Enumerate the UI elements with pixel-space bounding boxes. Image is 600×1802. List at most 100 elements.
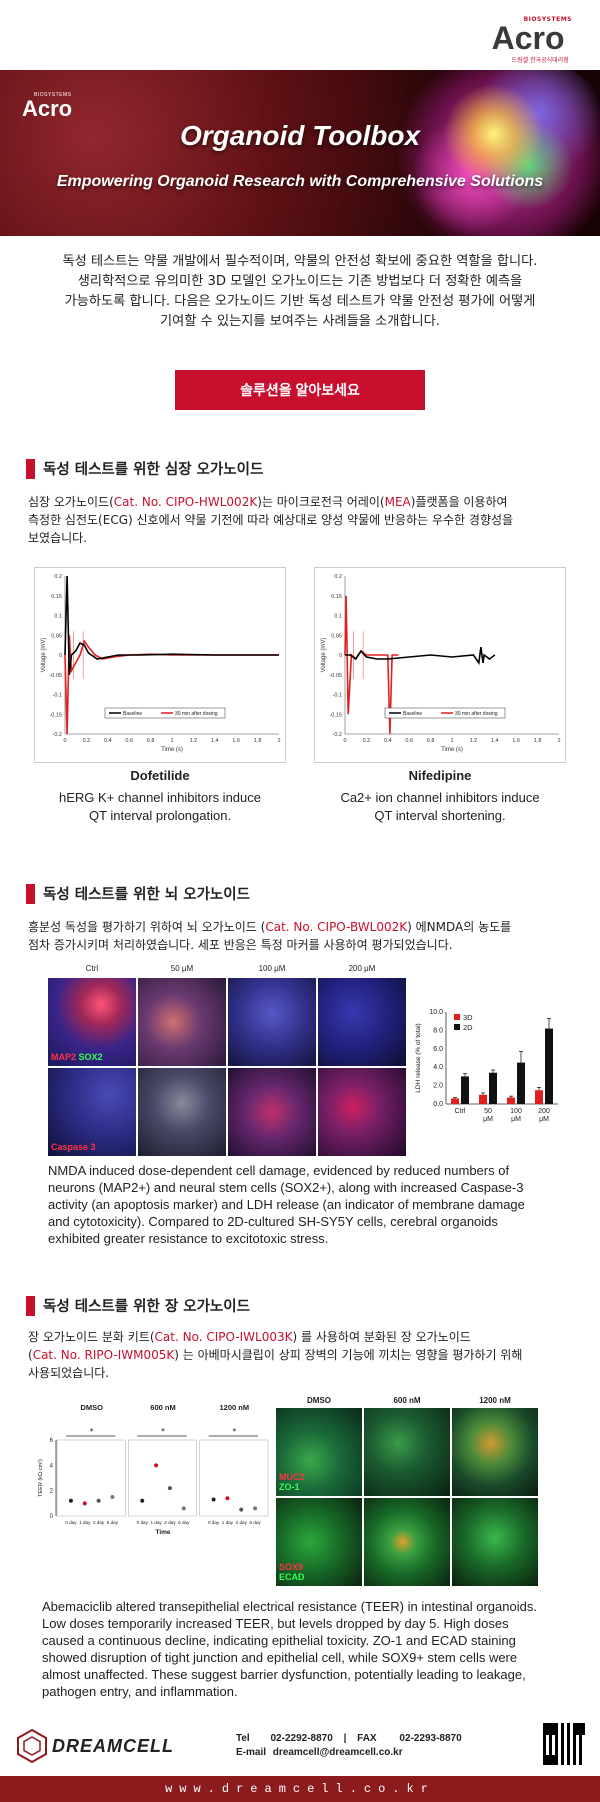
x-tick-label: 200 — [538, 1108, 550, 1115]
text: 보였습니다. — [28, 531, 88, 545]
group-panel — [199, 1439, 269, 1517]
legend-label: 30 min after dosing — [175, 711, 218, 717]
column-label: DMSO — [307, 1396, 331, 1405]
catalog-number[interactable]: Cat. No. RIPO-IWM005K — [32, 1348, 175, 1362]
fax-number: 02-2293-8870 — [399, 1733, 462, 1744]
x-tick-label: 0 — [343, 738, 346, 744]
tel-label: Tel — [236, 1733, 250, 1744]
catalog-number[interactable]: Cat. No. CIPO-IWL003K — [154, 1330, 293, 1344]
group-panel — [56, 1439, 126, 1517]
group-label: 600 nM — [150, 1403, 175, 1412]
heading-marker — [26, 883, 35, 904]
micrograph-ctrl-map2: MAP2 SOX2 — [48, 978, 136, 1066]
x-tick-label: 1 day — [222, 1520, 234, 1525]
result-line: and cytotoxicity). Compared to 2D-cultur… — [48, 1214, 498, 1229]
x-tick-label: 1.2 — [190, 738, 198, 744]
ecg-chart-nifedipine: 0.2 0.15 0.1 0.05 0 -0.05 -0.1 -0.15 -0.2 0 0.2 0.4… — [314, 567, 566, 763]
legend-swatch — [454, 1014, 460, 1020]
bar — [507, 1097, 515, 1104]
y-tick-label: 0 — [339, 653, 342, 659]
data-point — [211, 1497, 216, 1502]
y-tick-label: -0.15 — [49, 712, 62, 718]
series-line — [64, 635, 279, 735]
brain-description: 흥분성 독성을 평가하기 위하여 뇌 오가노이드 (Cat. No. CIPO-… — [0, 918, 600, 954]
series-line — [345, 646, 496, 666]
x-tick-label: 0.8 — [427, 738, 435, 744]
stain-label: MUC2 ZO-1 — [279, 1472, 305, 1492]
learn-solutions-button[interactable]: 솔루션을 알아보세요 — [175, 370, 425, 410]
bar — [535, 1090, 543, 1104]
website-url-bar[interactable]: www.dreamcell.co.kr — [0, 1776, 600, 1802]
intestine-section-heading: 독성 테스트를 위한 장 오가노이드 — [26, 1295, 600, 1316]
y-tick-label: -0.2 — [53, 732, 62, 738]
y-tick-label: 4.0 — [433, 1064, 443, 1071]
intro-line: 기여할 수 있는지를 보여주는 사례들을 소개합니다. — [160, 314, 440, 329]
caption-line: hERG K+ channel inhibitors induce — [59, 790, 261, 805]
significance-star: * — [90, 1427, 94, 1436]
data-point — [96, 1498, 101, 1503]
x-tick-label: 0.2 — [83, 738, 91, 744]
tel-number[interactable]: 02-2292-8870 — [270, 1733, 333, 1744]
catalog-number[interactable]: Cat. No. CIPO-HWL002K — [113, 495, 258, 509]
x-tick-label: 0 day — [208, 1520, 220, 1525]
y-tick-label: 2 — [50, 1489, 54, 1495]
bar — [451, 1098, 459, 1104]
y-tick-label: 4 — [50, 1463, 54, 1469]
y-tick-label: 0 — [50, 1514, 54, 1520]
result-line: exhibited greater resistance to excitoto… — [48, 1231, 329, 1246]
email-address[interactable]: dreamcell@dreamcell.co.kr — [272, 1747, 403, 1758]
x-tick-label: 2 day — [164, 1520, 176, 1525]
series-line — [64, 575, 279, 675]
x-tick-label: μM — [539, 1116, 549, 1123]
x-axis-label: Time (s) — [161, 747, 183, 753]
heading-marker — [26, 1295, 35, 1316]
intestine-micrograph-panel: DMSO 600 nM 1200 nM MUC2 ZO-1 SOX9 ECAD — [276, 1396, 538, 1586]
brain-section-heading: 독성 테스트를 위한 뇌 오가노이드 — [26, 883, 600, 904]
ecad-label: ECAD — [279, 1572, 305, 1582]
micrograph-100-map2 — [228, 978, 316, 1066]
muc2-label: MUC2 — [279, 1472, 305, 1482]
acro-logo[interactable]: BIOSYSTEMS Acro 드림셀 한국공식대리점 — [492, 16, 572, 64]
y-tick-label: 0.2 — [54, 574, 62, 580]
qr-code-icon[interactable] — [542, 1722, 586, 1766]
y-tick-label: 0.1 — [334, 614, 342, 620]
micrograph-1200-sox9 — [452, 1498, 538, 1586]
bar — [489, 1072, 497, 1104]
mea-highlight: MEA — [384, 495, 411, 509]
x-tick-label: 0.4 — [104, 738, 112, 744]
dreamcell-hexagon-icon — [17, 1728, 47, 1764]
y-tick-label: -0.05 — [49, 673, 62, 679]
x-tick-label: 0.8 — [147, 738, 155, 744]
bar — [545, 1028, 553, 1104]
y-tick-label: 0 — [59, 653, 62, 659]
x-tick-label: 1.6 — [232, 738, 240, 744]
cardiac-section-heading: 독성 테스트를 위한 심장 오가노이드 — [26, 458, 600, 479]
caspase-label: Caspase 3 — [51, 1142, 96, 1152]
y-tick-label: 2.0 — [433, 1083, 443, 1090]
brand-sub-text: 드림셀 한국공식대리점 — [511, 57, 569, 64]
data-point — [154, 1463, 159, 1468]
intestine-results-text: Abemaciclib altered transepithelial elec… — [0, 1598, 600, 1700]
text: )플랫폼을 이용하여 — [410, 495, 508, 509]
map2-label: MAP2 — [51, 1052, 77, 1062]
y-axis-label: Voltage (mV) — [321, 638, 327, 673]
x-tick-label: 2 — [277, 738, 280, 744]
micrograph-600-muc2 — [364, 1408, 450, 1496]
bar — [517, 1062, 525, 1104]
micrograph-100-caspase — [228, 1068, 316, 1156]
y-tick-label: 0.1 — [54, 614, 62, 620]
catalog-number[interactable]: Cat. No. CIPO-BWL002K — [265, 920, 408, 934]
ecg-chart-dofetilide: 0.2 0.15 0.1 0.05 0 -0.05 -0.1 -0.15 -0.2 0 0.2 0.4… — [34, 567, 286, 763]
dreamcell-logo[interactable]: DREAMCELL — [52, 1736, 174, 1756]
banner-logo: BIOSYSTEMS Acro — [22, 92, 72, 122]
micrograph-1200-muc2 — [452, 1408, 538, 1496]
brand-small-text: BIOSYSTEMS — [523, 16, 572, 23]
x-tick-label: 1 — [450, 738, 453, 744]
text: ) 를 사용하여 분화된 장 오가노이드 — [292, 1330, 471, 1344]
y-tick-label: 8.0 — [433, 1027, 443, 1034]
micrograph-dmso-muc2: MUC2 ZO-1 — [276, 1408, 362, 1496]
cardiac-description: 심장 오가노이드(Cat. No. CIPO-HWL002K)는 마이크로전극 … — [0, 493, 600, 547]
y-tick-label: 0.2 — [334, 574, 342, 580]
data-point — [140, 1498, 145, 1503]
x-tick-label: Ctrl — [455, 1108, 466, 1115]
